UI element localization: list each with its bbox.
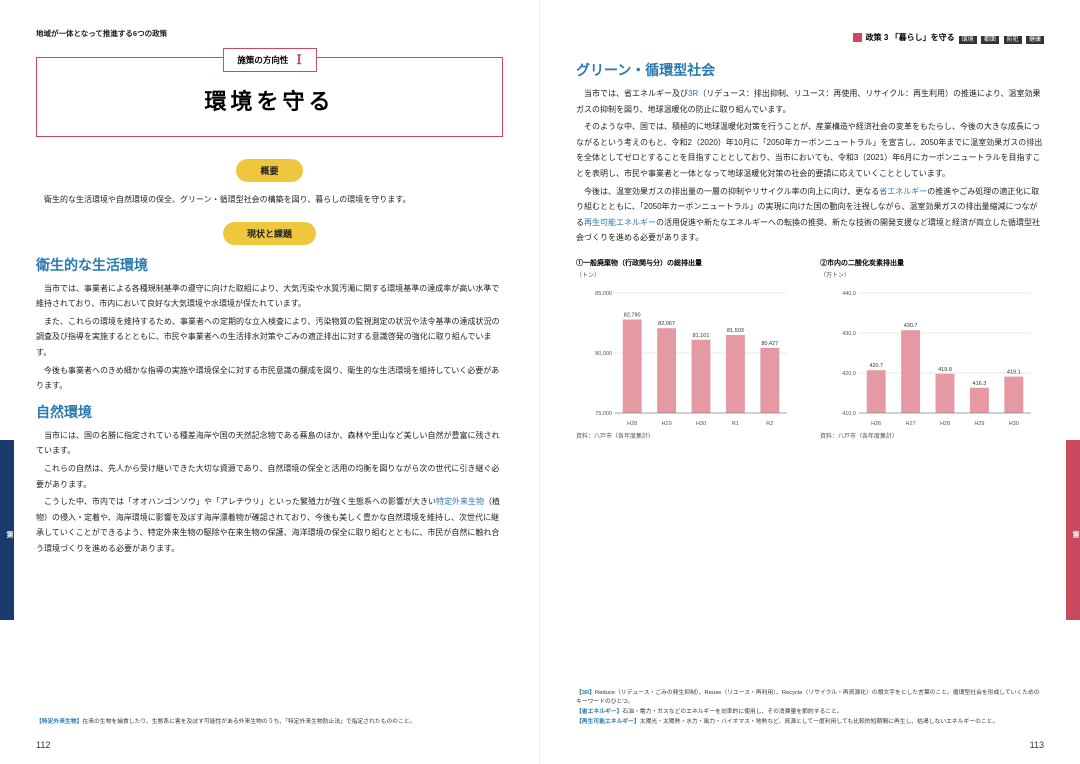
header-tag: 都面 <box>981 36 999 44</box>
page-left: 地域が一体となって推進する6つの政策 施策の方向性 Ⅰ 環境を守る 概要 衛生的… <box>0 0 540 764</box>
svg-text:85,000: 85,000 <box>595 291 612 297</box>
sec3-p3: 今後は、温室効果ガスの排出量の一層の抑制やリサイクル率の向上に向け、更なる省エネ… <box>576 184 1044 246</box>
overview-pill: 概要 <box>236 159 302 182</box>
svg-text:419.1: 419.1 <box>1007 370 1021 376</box>
svg-text:H30: H30 <box>696 421 706 427</box>
header-tag: 環境 <box>959 36 977 44</box>
section-heading-3: グリーン・循環型社会 <box>576 60 1044 80</box>
svg-text:420.0: 420.0 <box>842 371 856 377</box>
header-tag: 防犯 <box>1004 36 1022 44</box>
svg-text:440.0: 440.0 <box>842 291 856 297</box>
svg-text:410.0: 410.0 <box>842 411 856 417</box>
svg-text:420.7: 420.7 <box>869 363 883 369</box>
section-heading-1: 衛生的な生活環境 <box>36 255 503 275</box>
sec1-p1: 当市では、事業者による各種規制基準の遵守に向けた取組により、大気汚染や水質汚濁に… <box>36 281 503 312</box>
svg-text:82,067: 82,067 <box>658 321 675 327</box>
chart-1-svg: 75,000 80,000 85,000 82,790 H28 82,067 H29 81,1… <box>576 279 800 429</box>
svg-text:H30: H30 <box>1009 421 1019 427</box>
header-tag: 健康 <box>1026 36 1044 44</box>
page-number-left: 112 <box>36 740 50 750</box>
svg-text:80,000: 80,000 <box>595 351 612 357</box>
policy-title-box: 施策の方向性 Ⅰ 環境を守る <box>36 57 503 137</box>
page-number-right: 113 <box>1030 740 1044 750</box>
svg-text:416.3: 416.3 <box>973 381 987 387</box>
footnotes-right: 【3R】Reduce（リデュース・ごみの発生抑制）、Reuse（リユース・再利用… <box>576 689 1044 728</box>
svg-text:H29: H29 <box>974 421 984 427</box>
svg-text:81,101: 81,101 <box>693 333 710 339</box>
running-header-left: 地域が一体となって推進する6つの政策 <box>36 28 503 39</box>
sec2-p3: こうした中、市内では「オオハンゴンソウ」や「アレチウリ」といった繁殖力が強く生態… <box>36 494 503 556</box>
footnotes-left: 【特定外来生物】在来の生物を捕食したり、生態系に害を及ぼす可能性がある外来生物の… <box>36 718 503 728</box>
chart-2-svg: 410.0 420.0 430.0 440.0 420.7 H26 430.7 H27 419.… <box>820 279 1044 429</box>
svg-text:75,000: 75,000 <box>595 411 612 417</box>
svg-text:81,503: 81,503 <box>727 328 744 334</box>
sec3-p1: 当市では、省エネルギー及び3R（リデュース：排出抑制、リユース：再使用、リサイク… <box>576 86 1044 117</box>
chart-2: ②市内の二酸化炭素排出量 （万トン） 410.0420.0430.0440.04… <box>820 258 1044 440</box>
svg-text:R2: R2 <box>766 421 773 427</box>
policy-title-label: 施策の方向性 Ⅰ <box>222 48 316 72</box>
status-pill: 現状と課題 <box>223 222 316 245</box>
svg-text:82,790: 82,790 <box>624 312 641 318</box>
sec2-p2: これらの自然は、先人から受け継いできた大切な資源であり、自然環境の保全と活用の均… <box>36 461 503 492</box>
sec1-p3: 今後も事業者へのきめ細かな指導の実施や環境保全に対する市民意識の醸成を図り、衛生… <box>36 363 503 394</box>
svg-text:H26: H26 <box>871 421 881 427</box>
svg-text:H28: H28 <box>940 421 950 427</box>
page-right: 政策 3 「暮らし」を守る 環境 都面 防犯 健康 グリーン・循環型社会 当市で… <box>540 0 1080 764</box>
overview-text: 衛生的な生活環境や自然環境の保全、グリーン・循環型社会の構築を図り、暮らしの環境… <box>36 192 503 208</box>
section-heading-2: 自然環境 <box>36 402 503 422</box>
sec2-p1: 当市には、国の名勝に指定されている種差海岸や国の天然記念物である蕪島のほか、森林… <box>36 428 503 459</box>
svg-text:430.0: 430.0 <box>842 331 856 337</box>
svg-text:H28: H28 <box>627 421 637 427</box>
chart-1: ①一般廃棄物（行政関与分）の総排出量 （トン） 75,00080,00085,0… <box>576 258 800 440</box>
policy-title-main: 環境を守る <box>37 84 502 116</box>
svg-text:80,427: 80,427 <box>761 341 778 347</box>
running-header-right: 政策 3 「暮らし」を守る 環境 都面 防犯 健康 <box>576 28 1044 46</box>
svg-text:419.8: 419.8 <box>938 367 952 373</box>
svg-text:H29: H29 <box>662 421 672 427</box>
svg-text:H27: H27 <box>906 421 916 427</box>
header-marker-icon <box>853 33 862 42</box>
sec3-p2: そのような中、国では、積極的に地球温暖化対策を行うことが、産業構造や経済社会の変… <box>576 119 1044 181</box>
svg-text:R1: R1 <box>732 421 739 427</box>
sec1-p2: また、これらの環境を維持するため、事業者への定期的な立入検査により、汚染物質の監… <box>36 314 503 361</box>
svg-text:430.7: 430.7 <box>904 323 918 329</box>
